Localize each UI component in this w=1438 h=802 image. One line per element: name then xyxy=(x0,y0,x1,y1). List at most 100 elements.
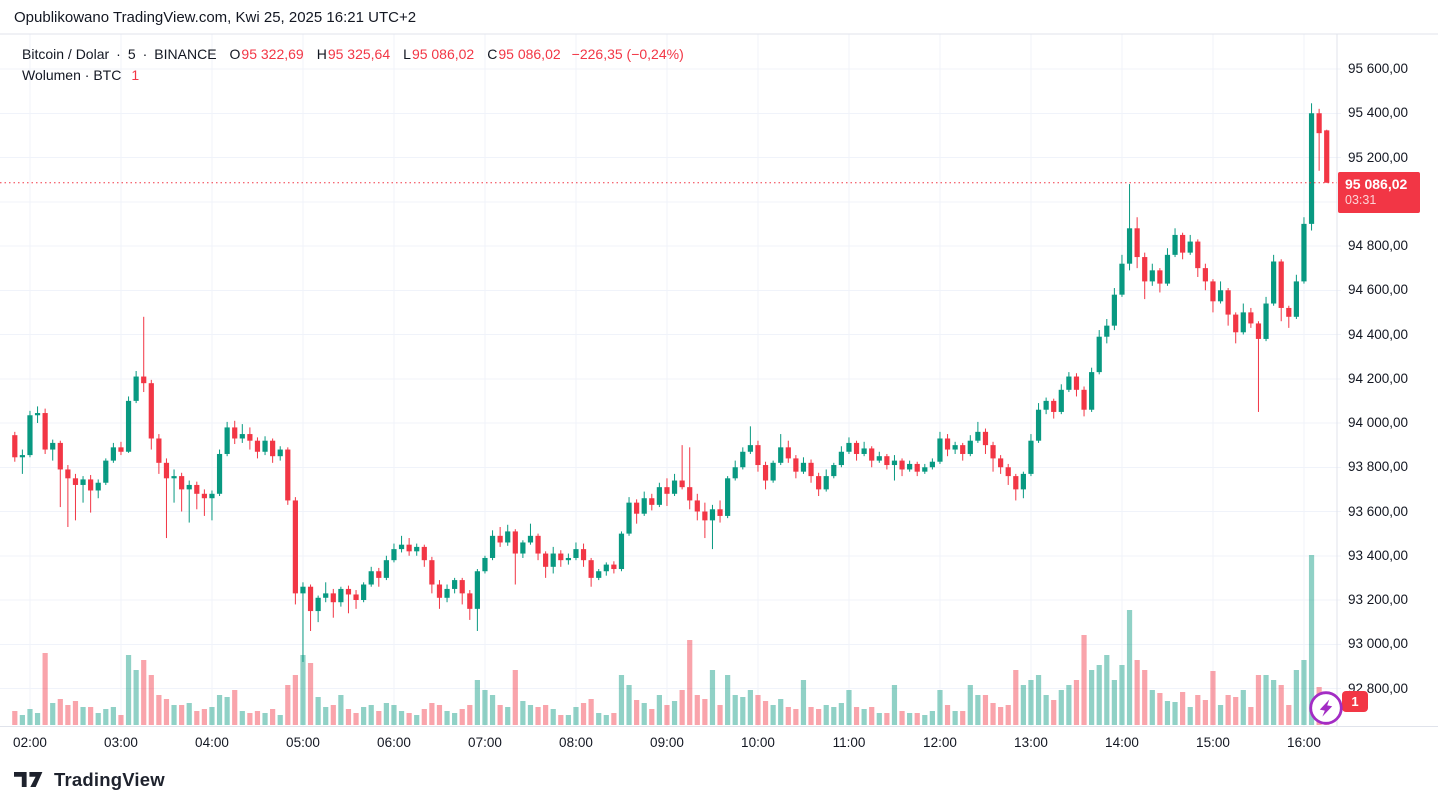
candle-body xyxy=(770,462,776,481)
candle-body xyxy=(232,427,238,439)
volume-bar xyxy=(163,699,170,725)
candle-body xyxy=(641,498,647,514)
candle-body xyxy=(520,542,526,554)
candle-body xyxy=(611,564,617,570)
volume-bar xyxy=(262,713,268,725)
candle-body xyxy=(474,571,480,609)
volume-bar xyxy=(186,703,192,725)
time-axis-label: 08:00 xyxy=(559,735,593,750)
volume-bar xyxy=(664,705,670,725)
volume-bar xyxy=(315,697,321,725)
symbol-title[interactable]: Bitcoin / Dolar xyxy=(22,46,110,62)
candle-body xyxy=(808,462,814,477)
volume-bar xyxy=(1278,685,1284,725)
volume-bar xyxy=(1255,675,1262,725)
candle-body xyxy=(1187,241,1193,253)
candle-body xyxy=(239,434,245,439)
volume-bar xyxy=(1202,700,1208,725)
candle-body xyxy=(565,557,571,561)
candle-wick xyxy=(749,426,751,454)
volume-bar xyxy=(785,707,791,725)
volume-bar xyxy=(914,713,920,725)
volume-bar xyxy=(869,707,875,725)
volume-bar xyxy=(436,705,443,725)
volume-bar xyxy=(717,705,723,725)
volume-bar xyxy=(755,695,761,725)
volume-bar xyxy=(512,670,518,725)
time-axis-label: 10:00 xyxy=(741,735,775,750)
volume-bar xyxy=(709,670,716,725)
candle-wick xyxy=(325,582,327,603)
volume-bar xyxy=(361,707,367,725)
candle-body xyxy=(80,479,86,485)
volume-bar xyxy=(118,715,124,725)
volume-bar xyxy=(133,670,139,725)
volume-bar xyxy=(239,711,245,725)
separator-dot: · xyxy=(116,46,121,62)
footer-attribution[interactable]: TradingView xyxy=(0,758,1438,802)
volume-bar xyxy=(1271,680,1277,725)
volume-bar xyxy=(171,705,177,725)
volume-bar xyxy=(1020,685,1026,725)
volume-bar xyxy=(960,711,966,725)
volume-bar xyxy=(922,715,928,725)
candle-body xyxy=(671,480,678,494)
candle-body xyxy=(65,469,71,479)
volume-bar xyxy=(1217,705,1224,725)
volume-bar xyxy=(323,707,329,725)
volume-bar xyxy=(876,713,882,725)
flash-idea-icon[interactable] xyxy=(1306,688,1346,728)
volume-bar xyxy=(793,709,799,725)
time-axis-label: 14:00 xyxy=(1105,735,1139,750)
candle-body xyxy=(315,597,321,612)
candle-body xyxy=(133,376,139,401)
candle-body xyxy=(421,546,427,561)
candle-body xyxy=(1126,228,1133,264)
candle-body xyxy=(1043,400,1049,410)
time-axis-label: 09:00 xyxy=(650,735,684,750)
volume-bar xyxy=(975,695,981,725)
candle-body xyxy=(414,546,420,552)
candle-body xyxy=(57,442,63,470)
volume-bar xyxy=(944,705,951,725)
candle-wick xyxy=(67,465,69,527)
time-axis[interactable]: 02:00 03:00 04:00 05:00 06:00 07:00 08:00 09:00… xyxy=(0,726,1438,759)
volume-label[interactable]: Wolumen · BTC xyxy=(22,67,122,83)
volume-bar xyxy=(65,705,71,725)
candle-body xyxy=(141,376,147,384)
price-axis-label: 94 600,00 xyxy=(1348,282,1409,298)
volume-bar xyxy=(1119,665,1125,725)
candle-body xyxy=(1058,389,1064,412)
candle-body xyxy=(27,415,33,456)
high-value: H95 325,64 xyxy=(316,46,391,62)
candle-body xyxy=(588,560,594,578)
candle-wick xyxy=(143,316,145,393)
volume-bar xyxy=(1043,695,1049,725)
volume-bar xyxy=(967,685,973,725)
candle-body xyxy=(793,458,799,472)
volume-bar xyxy=(247,713,253,725)
candle-body xyxy=(990,445,996,459)
candle-body xyxy=(755,445,761,466)
candle-body xyxy=(823,476,829,490)
candle-body xyxy=(596,571,602,578)
volume-bar xyxy=(929,711,935,725)
candle-body xyxy=(929,461,935,468)
time-axis-label: 05:00 xyxy=(286,735,320,750)
candle-body xyxy=(816,476,822,490)
volume-bar xyxy=(1233,697,1239,725)
candle-body xyxy=(960,445,966,454)
interval-value[interactable]: 5 xyxy=(127,46,136,62)
candle-body xyxy=(891,460,898,466)
volume-bar xyxy=(1028,680,1034,725)
bar-countdown: 03:31 xyxy=(1345,193,1377,207)
volume-bar xyxy=(110,707,116,725)
candle-body xyxy=(527,535,534,543)
candle-body xyxy=(300,586,306,594)
candle-body xyxy=(285,449,291,501)
volume-bar xyxy=(831,707,837,725)
time-axis-label: 15:00 xyxy=(1196,735,1230,750)
time-axis-label: 03:00 xyxy=(104,735,138,750)
volume-bar xyxy=(452,713,458,725)
